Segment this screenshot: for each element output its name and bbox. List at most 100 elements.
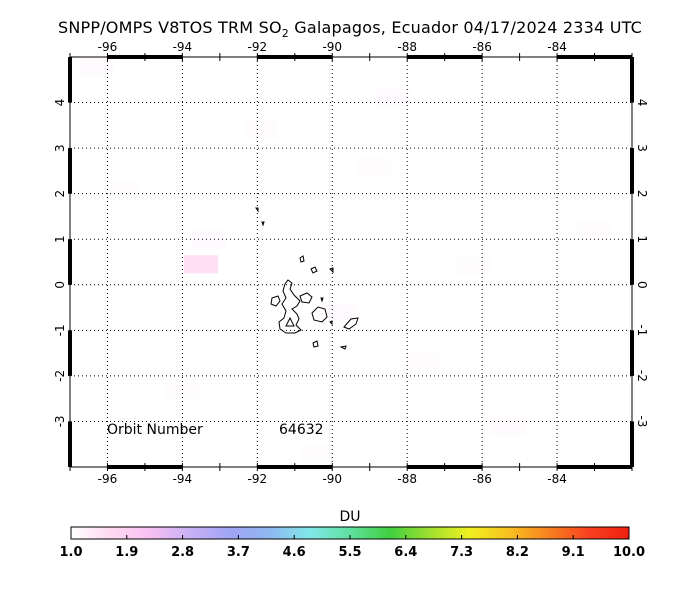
santa-cruz-island — [311, 306, 328, 323]
colorbar-tick-label: 7.3 — [450, 545, 473, 560]
colorbar-tick-label: 1.0 — [59, 545, 82, 560]
lon-tick-label-bottom: -88 — [397, 472, 417, 486]
frame-segment — [594, 55, 632, 59]
so2-cell — [405, 353, 440, 372]
so2-cell — [356, 157, 391, 176]
lat-tick-label-right: 4 — [635, 99, 649, 107]
frame-ticks — [68, 53, 634, 471]
isabela-volcano-mark — [285, 316, 295, 327]
frame-segment — [68, 421, 72, 467]
frame-segment — [144, 55, 183, 59]
lat-tick-label-left: 4 — [53, 99, 67, 107]
frame-segment — [68, 239, 72, 285]
frame-segment — [107, 55, 145, 59]
floreana-island — [312, 340, 319, 348]
title-prefix: SNPP/OMPS V8TOS TRM SO — [57, 18, 282, 37]
frame-segment — [257, 465, 295, 469]
title-subscript: 2 — [281, 27, 289, 41]
frame-segment — [630, 148, 634, 194]
frame-segment — [594, 465, 632, 469]
colorbar-tick-labels: 1.0 1.9 2.8 3.7 4.6 5.5 6.4 7.3 8.2 9.1 10.0 — [59, 545, 645, 560]
graticule — [70, 57, 632, 467]
colorbar-tick-label: 3.7 — [227, 545, 250, 560]
frame-border — [69, 56, 633, 468]
lon-tick-label-top: -92 — [248, 40, 268, 54]
frame-segment — [630, 239, 634, 285]
frame-segment — [68, 57, 72, 103]
frame-segment — [407, 55, 445, 59]
lon-tick-label-bottom: -92 — [248, 472, 268, 486]
frame-segment — [257, 55, 295, 59]
so2-cell — [491, 417, 526, 435]
colorbar — [70, 526, 630, 540]
lat-tick-label-left: 2 — [53, 190, 67, 198]
genovesa-island — [329, 267, 334, 274]
lon-tick-label-bottom: -90 — [322, 472, 342, 486]
lat-tick-label-left: -2 — [53, 370, 67, 382]
colorbar-tick-label: 1.9 — [115, 545, 138, 560]
galapagos-coastlines — [255, 207, 359, 350]
frame-segment — [630, 57, 634, 103]
lon-tick-label-bottom: -96 — [98, 472, 118, 486]
frame-segment — [630, 421, 634, 467]
frame-segment — [294, 55, 333, 59]
lat-tick-label-left: 3 — [53, 144, 67, 152]
lat-tick-label-left: 0 — [53, 281, 67, 289]
longitude-labels-bottom: -96 -94 -92 -90 -88 -86 -84 — [98, 472, 567, 486]
colorbar-tick-label: 6.4 — [394, 545, 417, 560]
frame-segment — [68, 148, 72, 194]
so2-cell — [244, 120, 279, 139]
lat-tick-label-right: 1 — [635, 235, 649, 243]
espanola-island — [339, 345, 347, 350]
lon-tick-label-bottom: -86 — [472, 472, 492, 486]
colorbar-tick-label: 4.6 — [283, 545, 306, 560]
map-frame — [69, 56, 633, 468]
frame-segment — [444, 465, 483, 469]
colorbar-tick-label: 10.0 — [613, 545, 645, 560]
so2-cell — [457, 257, 492, 276]
lon-tick-label-top: -96 — [98, 40, 118, 54]
lon-tick-label-top: -86 — [472, 40, 492, 54]
orbit-number-label: Orbit Number — [107, 422, 203, 438]
lon-tick-label-bottom: -84 — [547, 472, 567, 486]
title-suffix: Galapagos, Ecuador 04/17/2024 2334 UTC — [288, 18, 643, 37]
lat-tick-label-left: -1 — [53, 324, 67, 336]
marchena-island — [310, 266, 318, 274]
so2-cell — [184, 255, 219, 274]
longitude-labels-top: -96 -94 -92 -90 -88 -86 -84 — [98, 40, 567, 54]
lon-tick-label-top: -94 — [173, 40, 193, 54]
lat-tick-label-right: 0 — [635, 281, 649, 289]
frame-segment — [444, 55, 483, 59]
fernandina-island — [270, 295, 281, 307]
pinta-island — [299, 255, 305, 263]
frame-segment — [630, 330, 634, 376]
so2-cells — [79, 57, 612, 463]
lat-tick-label-right: 3 — [635, 144, 649, 152]
latitude-labels-left: -3 -2 -1 0 1 2 3 4 — [53, 99, 67, 428]
so2-cell — [105, 180, 140, 199]
colorbar-tick-label: 5.5 — [338, 545, 361, 560]
lat-tick-label-right: -2 — [635, 370, 649, 382]
colorbar-tick-label: 2.8 — [171, 545, 194, 560]
lon-tick-label-bottom: -94 — [173, 472, 193, 486]
lat-tick-label-right: -3 — [635, 415, 649, 427]
lat-tick-label-left: -3 — [53, 415, 67, 427]
map-title: SNPP/OMPS V8TOS TRM SO2 Galapagos, Ecuad… — [0, 18, 700, 40]
orbit-number-value: 64632 — [279, 422, 324, 438]
frame-segment — [557, 465, 595, 469]
so2-cell — [375, 89, 410, 107]
frame-segment — [68, 330, 72, 376]
lon-tick-label-top: -84 — [547, 40, 567, 54]
darwin-island — [255, 207, 259, 213]
so2-cell — [79, 57, 114, 76]
frame-segment — [144, 465, 183, 469]
so2-cell — [191, 230, 226, 249]
lon-tick-label-top: -90 — [322, 40, 342, 54]
colorbar-tick-label: 9.1 — [562, 545, 585, 560]
latitude-labels-right: -3 -2 -1 0 1 2 3 4 — [635, 99, 649, 428]
lat-tick-label-right: 2 — [635, 190, 649, 198]
colorbar-title: DU — [339, 509, 360, 525]
frame-segment — [557, 55, 595, 59]
frame-segment — [107, 465, 145, 469]
